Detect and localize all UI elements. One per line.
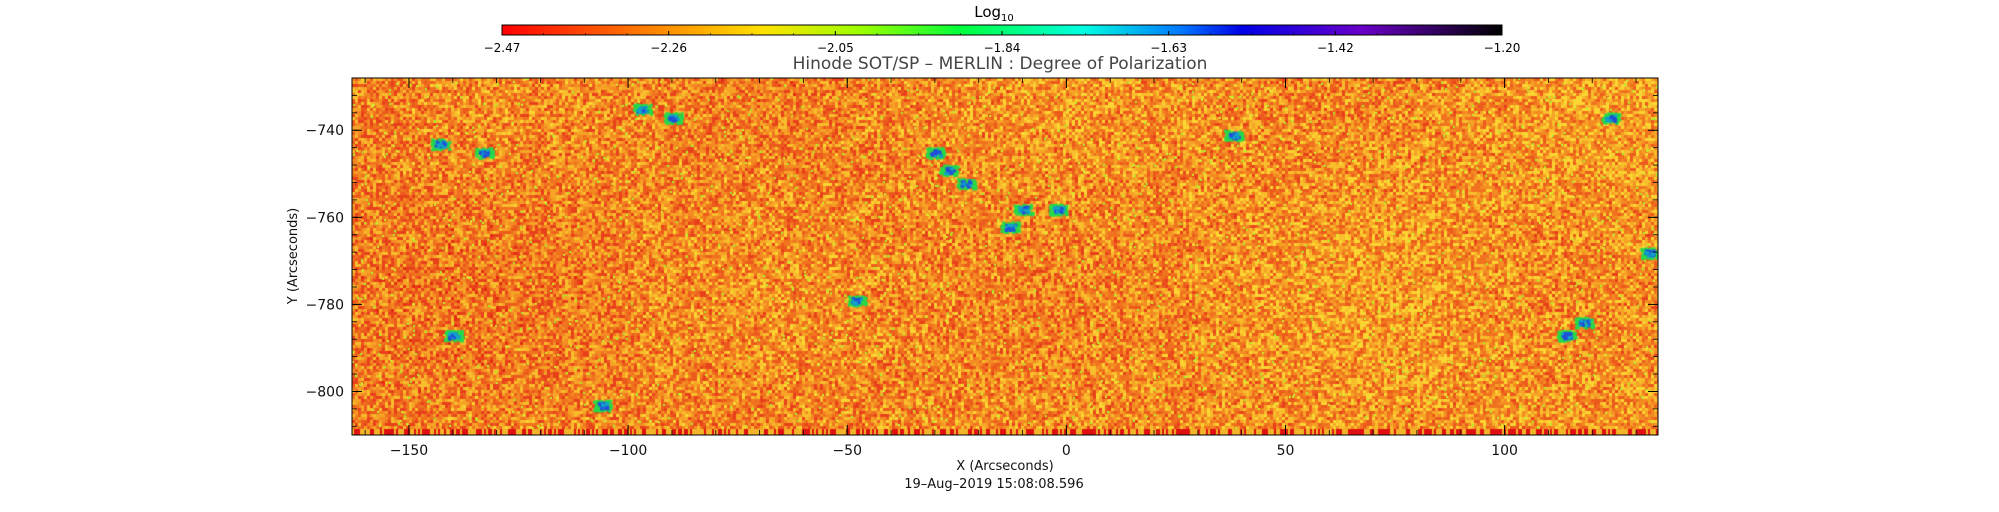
colorbar-ticks: −2.47 −2.26 −2.05 −1.84 −1.63 −1.42 −1.20	[484, 31, 1521, 55]
colorbar-tick-label: −2.26	[650, 41, 687, 55]
colorbar-tick-label: −1.42	[1317, 41, 1354, 55]
timestamp: 19–Aug–2019 15:08:08.596	[904, 477, 1083, 492]
colorbar-tick-label: −1.20	[1484, 41, 1521, 55]
y-tick-label: −740	[306, 123, 344, 139]
x-tick-label: −50	[832, 443, 862, 459]
y-tick-label: −780	[306, 297, 344, 313]
y-tick-label: −800	[306, 384, 344, 400]
x-tick-label: 50	[1277, 443, 1295, 459]
x-axis-label: X (Arcseconds)	[956, 459, 1053, 474]
heatmap-image	[352, 78, 1658, 435]
colorbar-label: Log10	[974, 3, 1014, 24]
colorbar-tick-label: −1.63	[1150, 41, 1187, 55]
plot-frame	[351, 77, 1659, 436]
x-tick-label: 100	[1491, 443, 1518, 459]
heatmap-raster	[352, 78, 1658, 435]
y-tick-label: −760	[306, 210, 344, 226]
x-axis: −150 −100 −50 0 50 100	[364, 78, 1637, 459]
x-tick-label: −100	[609, 443, 647, 459]
chart-title: Hinode SOT/SP – MERLIN : Degree of Polar…	[793, 54, 1208, 74]
colorbar-tick-label: −2.47	[484, 41, 521, 55]
x-tick-label: 0	[1062, 443, 1071, 459]
x-tick-label: −150	[390, 443, 428, 459]
y-axis: −740 −760 −780 −800	[306, 95, 1658, 427]
y-axis-label: Y (Arcseconds)	[286, 208, 301, 305]
colorbar-tick-label: −1.84	[984, 41, 1021, 55]
colorbar-tick-label: −2.05	[817, 41, 854, 55]
